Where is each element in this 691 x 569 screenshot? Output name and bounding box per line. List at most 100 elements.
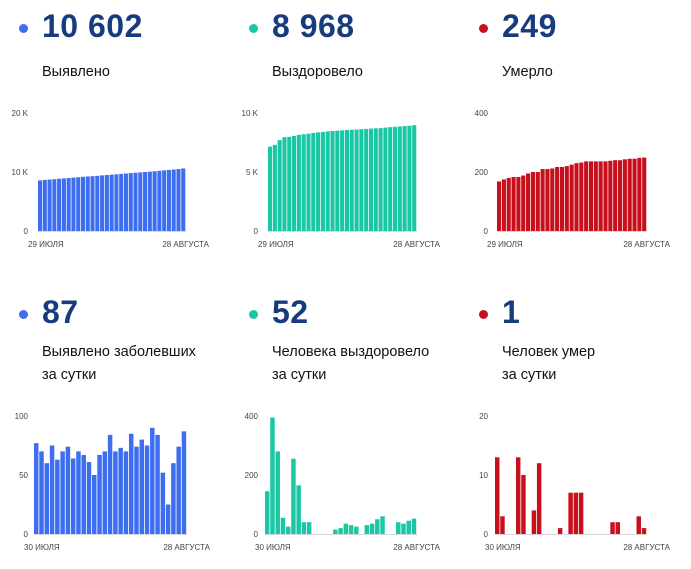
bar (311, 132, 316, 231)
bar (65, 446, 71, 534)
bar (104, 175, 109, 231)
bar (615, 522, 621, 534)
y-tick-label: 400 (245, 412, 259, 421)
x-tick-label-start: 30 ИЮЛЯ (485, 543, 521, 552)
bar (584, 161, 589, 231)
bar (138, 172, 143, 231)
deaths-daily-label-line1: Человек умер (502, 344, 596, 360)
chart-recovered-daily: 0 200 400 30 ИЮЛЯ 28 АВГУСТА (245, 412, 441, 552)
chart-deaths-total: 0 200 400 29 ИЮЛЯ 28 АВГУСТА (475, 109, 671, 249)
bar (109, 174, 114, 231)
bar (598, 161, 603, 231)
recovered-daily-number: 52 (272, 294, 309, 330)
bar (42, 179, 47, 231)
bar (359, 129, 364, 231)
bar (540, 169, 545, 231)
bar (401, 523, 406, 534)
y-tick-label: 200 (245, 471, 259, 480)
chart-detected-total: 0 10 K 20 K 29 ИЮЛЯ 28 АВГУСТА (12, 109, 210, 249)
recovered-daily-label-line1: Человека выздоровело (272, 344, 430, 360)
bar (123, 451, 129, 534)
y-tick-label: 10 K (242, 109, 259, 118)
bar (81, 454, 86, 534)
bar (47, 179, 52, 231)
deaths-total-number: 249 (502, 8, 557, 44)
bar (181, 168, 186, 231)
bar (380, 516, 385, 534)
bar (275, 451, 280, 534)
x-tick-label-end: 28 АВГУСТА (623, 240, 670, 249)
bar (320, 131, 325, 231)
bar (383, 127, 388, 231)
bar (388, 127, 393, 231)
bar (282, 137, 287, 231)
bar (343, 523, 349, 534)
bar (157, 170, 162, 231)
blue-dot-icon (19, 310, 28, 319)
bar (272, 144, 277, 231)
bar (171, 463, 176, 534)
bar (113, 451, 118, 534)
bar (407, 125, 412, 231)
bar (134, 446, 139, 534)
bar (378, 128, 383, 231)
bar (85, 176, 90, 231)
bar (76, 451, 81, 534)
recovered-total-number: 8 968 (272, 8, 355, 44)
red-dot-icon (479, 24, 488, 33)
bar (285, 526, 291, 535)
detected-total-number: 10 602 (42, 8, 143, 44)
bar (603, 161, 608, 231)
panel-deaths-daily: 1 Человек умер за сутки 0 10 20 30 ИЮЛЯ 28 А… (460, 286, 680, 556)
deaths-total-label: Умерло (502, 64, 553, 80)
blue-dot-icon (19, 24, 28, 33)
bar (335, 130, 340, 231)
detected-total-label: Выявлено (42, 64, 110, 80)
y-tick-label: 0 (24, 530, 29, 539)
y-tick-label: 0 (254, 530, 259, 539)
y-tick-label: 0 (484, 227, 489, 236)
bar (143, 172, 148, 231)
y-tick-label: 200 (475, 168, 489, 177)
bar (515, 457, 521, 534)
bar (501, 179, 506, 232)
x-tick-label-start: 29 ИЮЛЯ (258, 240, 294, 249)
bar (162, 170, 167, 231)
bar (287, 136, 292, 231)
bar (531, 510, 537, 534)
bar (642, 157, 647, 231)
detected-daily-label-line2: за сутки (42, 367, 97, 383)
y-tick-label: 10 (479, 471, 488, 480)
bar (171, 169, 176, 231)
bar (34, 443, 39, 534)
bar (557, 528, 563, 534)
bar (579, 162, 584, 231)
bar (397, 126, 402, 231)
recovered-daily-label-line2: за сутки (272, 367, 327, 383)
bar (330, 131, 335, 231)
detected-daily-number: 87 (42, 294, 79, 330)
bar (265, 491, 270, 534)
recovered-total-label: Выздоровело (272, 64, 363, 80)
bar (375, 519, 380, 534)
bar (150, 427, 155, 534)
bar (338, 528, 343, 534)
y-tick-label: 0 (254, 227, 259, 236)
bar (511, 177, 516, 231)
bar (617, 160, 623, 231)
bar (333, 529, 338, 534)
x-tick-label-start: 29 ИЮЛЯ (28, 240, 64, 249)
bar (66, 178, 71, 231)
bar (95, 175, 100, 231)
y-tick-label: 400 (475, 109, 489, 118)
bar (627, 158, 632, 231)
bar (610, 522, 615, 534)
deaths-daily-number: 1 (502, 294, 521, 330)
bar (348, 525, 354, 534)
bar (636, 516, 641, 534)
x-tick-label-end: 28 АВГУСТА (393, 240, 440, 249)
panel-recovered-daily: 52 Человека выздоровело за сутки 0 200 400… (230, 286, 450, 556)
bar (80, 176, 86, 231)
bar (38, 180, 43, 231)
bar (60, 451, 65, 534)
